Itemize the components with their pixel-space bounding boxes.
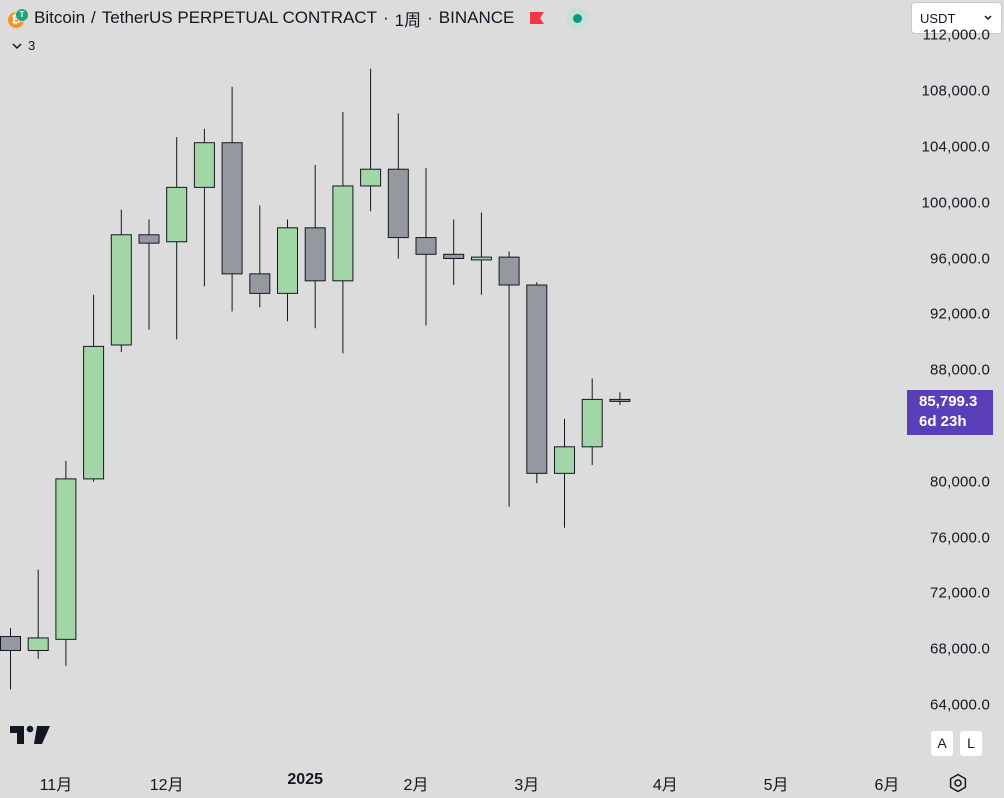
chevron-down-icon (12, 42, 22, 49)
candle-down[interactable] (609, 398, 631, 402)
candle-down[interactable] (415, 237, 437, 255)
price-tick-label: 92,000.0 (930, 305, 990, 323)
indicators-toggle[interactable]: 3 (12, 38, 35, 53)
price-tick-label: 72,000.0 (930, 584, 990, 602)
time-tick-label: 5月 (763, 777, 789, 794)
price-tick-label: 96,000.0 (930, 250, 990, 267)
tradingview-logo-icon[interactable] (10, 724, 52, 751)
candle-up[interactable] (554, 446, 575, 474)
candle-down[interactable] (221, 142, 243, 275)
time-tick-label: 2025 (287, 771, 323, 788)
candle-down[interactable] (0, 636, 21, 651)
candle-down[interactable] (304, 227, 326, 282)
indicator-count: 3 (28, 38, 36, 53)
candle-down[interactable] (138, 234, 160, 244)
log-scale-button[interactable]: L (960, 731, 982, 756)
price-tick-label: 108,000.0 (921, 82, 990, 100)
price-tick-label: 76,000.0 (930, 529, 990, 546)
candle-up[interactable] (360, 168, 382, 187)
candle-down[interactable] (387, 168, 409, 239)
currency-select[interactable]: USDT (911, 2, 1002, 34)
chevron-down-icon (984, 15, 992, 21)
candle-up[interactable] (193, 142, 215, 188)
candle-up[interactable] (83, 345, 105, 480)
currency-value: USDT (920, 10, 956, 26)
candle-down[interactable] (249, 273, 271, 294)
quote-name[interactable]: TetherUS PERPETUAL CONTRACT (101, 8, 377, 27)
price-tick-label: 112,000.0 (922, 26, 990, 44)
interval-label[interactable]: 1周 (394, 10, 422, 30)
candle-up[interactable] (277, 227, 298, 294)
price-tick-label: 68,000.0 (930, 640, 990, 658)
bar-countdown: 6d 23h (919, 413, 967, 430)
candle-up[interactable] (332, 185, 354, 282)
time-tick-label: 3月 (514, 777, 540, 794)
candle-up[interactable] (55, 478, 77, 640)
symbol-separator: / (91, 8, 96, 27)
settings-icon[interactable] (948, 773, 968, 798)
price-tick-label: 88,000.0 (930, 361, 990, 379)
price-tick-label: 80,000.0 (930, 473, 990, 491)
dot-separator: · (382, 8, 389, 27)
candle-up[interactable] (470, 256, 492, 261)
auto-scale-button[interactable]: A (931, 731, 953, 756)
time-tick-label: 4月 (652, 777, 678, 794)
bitcoin-tether-icon: ₿ T (8, 8, 29, 28)
candle-down[interactable] (526, 284, 548, 474)
candle-down[interactable] (443, 253, 465, 260)
flag-icon[interactable] (528, 10, 546, 26)
candle-down[interactable] (498, 256, 520, 286)
time-tick-label: 12月 (149, 777, 184, 794)
symbol-header: ₿ T Bitcoin / TetherUS PERPETUAL CONTRAC… (8, 6, 589, 30)
candle-up[interactable] (27, 637, 49, 651)
price-tick-label: 64,000.0 (930, 696, 990, 714)
last-price-tag: 85,799.3 6d 23h (907, 390, 993, 435)
market-status-icon[interactable] (566, 7, 589, 29)
exchange-label[interactable]: BINANCE (438, 8, 515, 27)
time-tick-label: 2月 (403, 777, 429, 794)
time-tick-label: 6月 (874, 777, 900, 794)
candle-up[interactable] (110, 234, 132, 346)
price-tick-label: 100,000.0 (921, 194, 990, 212)
dot-separator: · (427, 8, 433, 27)
price-tick-label: 104,000.0 (921, 138, 990, 156)
time-tick-label: 11月 (39, 777, 73, 794)
candle-up[interactable] (581, 398, 603, 448)
symbol-name[interactable]: Bitcoin (34, 8, 86, 27)
candle-up[interactable] (166, 186, 188, 243)
last-price: 85,799.3 (919, 393, 978, 410)
